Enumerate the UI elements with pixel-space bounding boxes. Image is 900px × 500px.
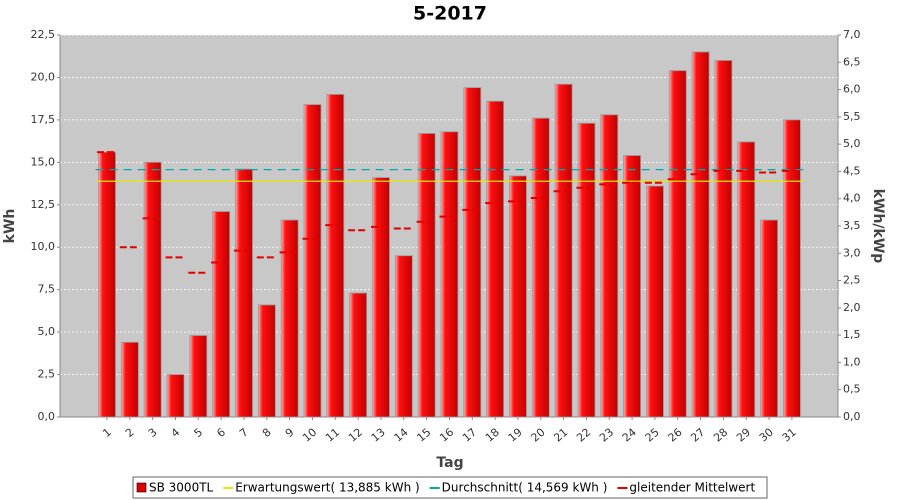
y2-tick-label: 5,0 — [843, 137, 861, 150]
bar — [486, 100, 505, 418]
y2-tick-label: 7,0 — [843, 28, 861, 41]
y-tick-label: 22,5 — [31, 28, 56, 41]
legend: SB 3000TL Erwartungswert( 13,885 kWh ) Dur… — [136, 481, 755, 495]
x-tick-label: 2 — [123, 426, 137, 440]
y2-tick-label: 0,0 — [843, 410, 861, 423]
x-tick-label: 31 — [780, 426, 799, 445]
x-tick-label: 18 — [483, 426, 502, 445]
x-tick-label: 7 — [237, 426, 251, 440]
y-tick-label: 7,5 — [38, 283, 56, 296]
bar — [509, 175, 527, 418]
bar — [463, 87, 482, 418]
y2-tick-label: 0,5 — [843, 383, 861, 396]
bar — [98, 151, 116, 418]
x-tick-label: 28 — [711, 426, 730, 445]
x-tick-label: 15 — [414, 426, 433, 445]
legend-box — [132, 476, 768, 499]
y2-tick-label: 3,0 — [843, 246, 861, 259]
bar — [189, 335, 208, 418]
legend-label: gleitender Mittelwert — [629, 481, 755, 495]
legend-label: Erwartungswert( 13,885 kWh ) — [235, 481, 419, 495]
x-tick-label: 16 — [437, 426, 456, 445]
bar — [326, 94, 345, 418]
bar — [714, 60, 733, 418]
y2-axis-title: kWh/kWp — [870, 189, 886, 264]
y2-tick-label: 2,0 — [843, 301, 861, 314]
bar — [166, 374, 185, 418]
chart-title: 5-2017 — [413, 3, 487, 25]
bar — [600, 114, 619, 418]
x-tick-label: 23 — [597, 426, 616, 445]
x-tick-label: 4 — [169, 426, 183, 440]
y2-tick-label: 2,5 — [843, 274, 861, 287]
y2-tick-label: 1,0 — [843, 355, 861, 368]
x-tick-label: 5 — [191, 426, 205, 440]
x-tick-label: 13 — [369, 426, 388, 445]
bar — [783, 119, 801, 418]
x-tick-label: 8 — [260, 426, 274, 440]
bar — [120, 341, 139, 418]
y2-tick-label: 4,5 — [843, 164, 861, 177]
x-tick-label: 1 — [100, 426, 114, 440]
x-tick-label: 30 — [757, 426, 776, 445]
y-tick-label: 0,0 — [38, 410, 56, 423]
y-tick-label: 2,5 — [38, 368, 56, 381]
y2-tick-label: 3,5 — [843, 219, 861, 232]
x-tick-label: 24 — [620, 426, 639, 445]
y-tick-label: 17,5 — [31, 113, 56, 126]
x-tick-label: 20 — [529, 426, 548, 445]
bar — [577, 122, 596, 418]
bar — [646, 185, 664, 418]
y2-tick-label: 6,0 — [843, 83, 861, 96]
x-tick-label: 29 — [734, 426, 753, 445]
y-tick-label: 12,5 — [31, 198, 56, 211]
x-tick-label: 22 — [574, 426, 593, 445]
bar — [280, 219, 299, 418]
bar — [623, 155, 641, 418]
legend-label: Durchschnitt( 14,569 kWh ) — [442, 481, 608, 495]
y2-tick-label: 5,5 — [843, 110, 861, 123]
x-tick-label: 10 — [300, 426, 319, 445]
x-tick-label: 9 — [283, 426, 297, 440]
bar — [143, 161, 162, 418]
x-tick-label: 12 — [346, 426, 365, 445]
bar — [303, 104, 322, 418]
y-tick-label: 15,0 — [31, 155, 56, 168]
bar — [257, 304, 276, 418]
bar — [235, 168, 253, 418]
x-tick-label: 21 — [551, 426, 570, 445]
x-tick-label: 19 — [506, 426, 525, 445]
bar — [691, 51, 710, 418]
y-axis-title: kWh — [2, 209, 18, 244]
bar — [349, 292, 368, 418]
y-tick-label: 20,0 — [31, 70, 56, 83]
bar — [668, 70, 687, 418]
y-tick-label: 10,0 — [31, 240, 56, 253]
bar — [531, 117, 550, 418]
x-tick-label: 17 — [460, 426, 479, 445]
legend-label: SB 3000TL — [149, 481, 214, 495]
x-tick-label: 6 — [214, 426, 228, 440]
bar — [737, 141, 756, 418]
bar — [394, 255, 413, 418]
bar — [554, 83, 573, 418]
legend-marker — [136, 482, 147, 493]
y2-tick-label: 4,0 — [843, 192, 861, 205]
x-tick-label: 27 — [688, 426, 707, 445]
bar — [372, 177, 390, 418]
y2-tick-label: 6,5 — [843, 55, 861, 68]
x-tick-label: 25 — [643, 426, 662, 445]
x-tick-label: 14 — [392, 426, 411, 445]
bar — [417, 133, 436, 418]
bar — [760, 219, 778, 418]
y2-tick-label: 1,5 — [843, 328, 861, 341]
x-tick-label: 11 — [323, 426, 342, 445]
bar — [440, 131, 459, 418]
bar — [212, 211, 231, 418]
x-tick-label: 3 — [146, 426, 160, 440]
x-axis-title: Tag — [436, 455, 463, 471]
x-tick-label: 26 — [666, 426, 685, 445]
y-tick-label: 5,0 — [38, 325, 56, 338]
